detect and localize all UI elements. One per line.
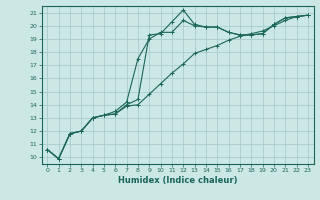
X-axis label: Humidex (Indice chaleur): Humidex (Indice chaleur) (118, 176, 237, 185)
